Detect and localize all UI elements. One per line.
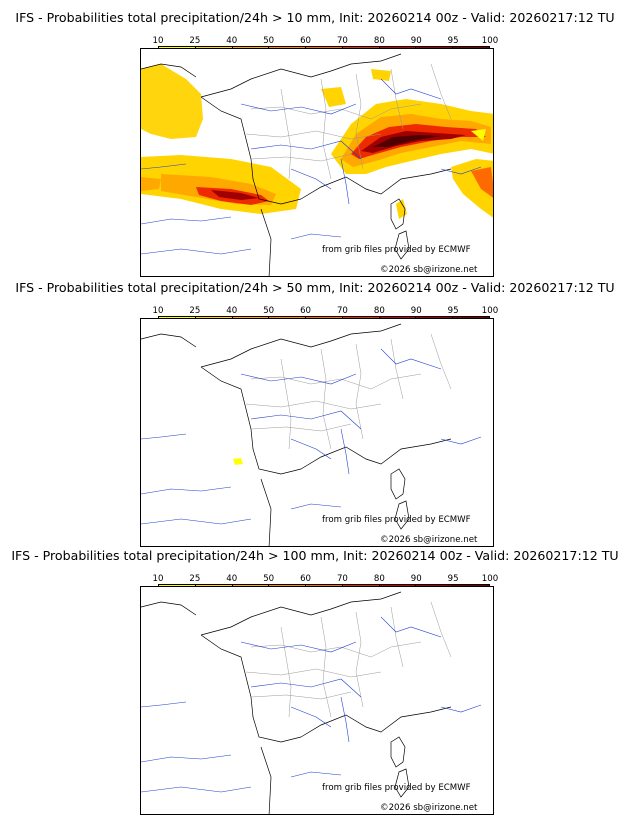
colorbar-tick-label: 70	[336, 306, 348, 316]
colorbar-tick-label: 50	[263, 574, 275, 584]
admin-borders	[245, 63, 452, 180]
panel-title: IFS - Probabilities total precipitation/…	[15, 10, 615, 25]
colorbar-tick-label: 10	[152, 306, 164, 316]
map-frame: from grib files provided by ECMWF ©2026 …	[140, 586, 494, 815]
colorbar-tick-label: 80	[373, 574, 385, 584]
credit-copyright: ©2026 sb@irizone.net	[380, 265, 478, 275]
colorbar-tick-label: 60	[300, 574, 312, 584]
colorbar-tick-label: 10	[152, 36, 164, 46]
colorbar-tick-label: 100	[481, 36, 499, 46]
panel-title: IFS - Probabilities total precipitation/…	[11, 548, 619, 563]
credit-source: from grib files provided by ECMWF	[322, 515, 471, 525]
credit-source: from grib files provided by ECMWF	[322, 783, 471, 793]
map-svg	[141, 323, 482, 546]
coastlines	[141, 323, 452, 546]
colorbar-tick-label: 95	[447, 36, 459, 46]
coastlines	[141, 591, 452, 814]
colorbar-tick-label: 10	[152, 574, 164, 584]
colorbar-tick-label: 25	[189, 306, 201, 316]
colorbar-tick-label: 25	[189, 574, 201, 584]
colorbar-tick-label: 50	[263, 306, 275, 316]
colorbar-tick-label: 40	[226, 574, 238, 584]
colorbar-tick-label: 95	[447, 574, 459, 584]
colorbar-tick-label: 90	[410, 36, 422, 46]
colorbar-tick-label: 90	[410, 306, 422, 316]
credit-copyright: ©2026 sb@irizone.net	[380, 803, 478, 813]
map-svg	[141, 53, 493, 276]
colorbar-tick-label: 50	[263, 36, 275, 46]
colorbar-tick-label: 90	[410, 574, 422, 584]
colorbar-tick-label: 60	[300, 306, 312, 316]
credit-copyright: ©2026 sb@irizone.net	[380, 535, 478, 545]
colorbar-tick-label: 100	[481, 306, 499, 316]
map-frame: from grib files provided by ECMWF ©2026 …	[140, 318, 494, 547]
colorbar-tick-label: 40	[226, 306, 238, 316]
rivers	[141, 78, 482, 255]
colorbar-tick-label: 95	[447, 306, 459, 316]
precip-field	[233, 458, 243, 465]
colorbar-tick-label: 25	[189, 36, 201, 46]
colorbar-tick-label: 80	[373, 306, 385, 316]
colorbar-tick-label: 70	[336, 574, 348, 584]
map-frame: from grib files provided by ECMWF ©2026 …	[140, 48, 494, 277]
map-svg	[141, 591, 482, 814]
colorbar-tick-label: 100	[481, 574, 499, 584]
credit-source: from grib files provided by ECMWF	[322, 245, 471, 255]
admin-borders	[245, 601, 452, 718]
rivers	[141, 616, 482, 793]
map-panel-50mm: IFS - Probabilities total precipitation/…	[0, 280, 630, 548]
map-panel-10mm: IFS - Probabilities total precipitation/…	[0, 10, 630, 280]
colorbar-tick-label: 40	[226, 36, 238, 46]
admin-borders	[245, 333, 452, 450]
colorbar-tick-label: 80	[373, 36, 385, 46]
map-panel-100mm: IFS - Probabilities total precipitation/…	[0, 548, 630, 818]
colorbar-tick-label: 60	[300, 36, 312, 46]
colorbar-tick-label: 70	[336, 36, 348, 46]
rivers	[141, 348, 482, 525]
panel-title: IFS - Probabilities total precipitation/…	[15, 280, 615, 295]
precip-field	[141, 64, 493, 219]
